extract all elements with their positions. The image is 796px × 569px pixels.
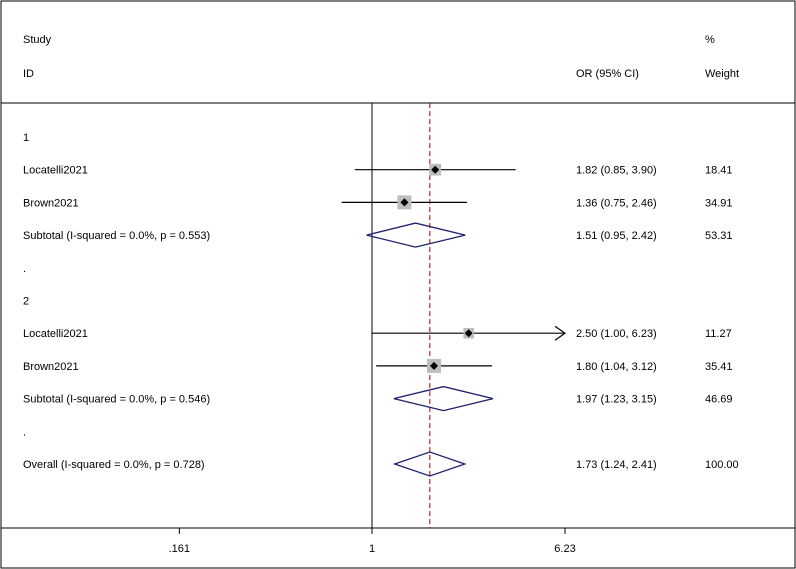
row-study: Locatelli2021 1.82 (0.85, 3.90) 18.41	[23, 163, 733, 177]
weight-text: 35.41	[705, 361, 733, 373]
weight-text: 53.31	[705, 230, 733, 242]
weight-text: 11.27	[705, 328, 732, 340]
header-id: ID	[23, 68, 34, 80]
row-study: Brown2021 1.80 (1.04, 3.12) 35.41	[23, 358, 733, 373]
subtotal-diamond	[366, 222, 466, 248]
study-rows: 1 Locatelli2021 1.82 (0.85, 3.90) 18.41 Brow…	[23, 132, 739, 477]
header-weight: Weight	[705, 68, 739, 80]
x-tick-label: .161	[169, 543, 190, 555]
weight-text: 46.69	[705, 394, 733, 406]
x-tick-label: 1	[369, 543, 375, 555]
ci-arrow	[554, 325, 567, 341]
row-label: .	[23, 263, 26, 275]
point-estimate	[430, 361, 439, 370]
row-spacer: .	[23, 426, 26, 438]
x-axis: .161 1 6.23	[169, 528, 576, 555]
reference-lines	[371, 103, 431, 528]
row-label: Brown2021	[23, 197, 79, 209]
row-label: 2	[23, 296, 29, 308]
point-estimate	[400, 198, 409, 207]
x-tick-label: 6.23	[554, 543, 575, 555]
row-label: Locatelli2021	[23, 165, 88, 177]
point-estimate	[464, 329, 473, 338]
row-label: Subtotal (I-squared = 0.0%, p = 0.546)	[23, 394, 210, 406]
row-group: 1	[23, 132, 29, 144]
header-ci: OR (95% CI)	[576, 68, 639, 80]
row-subtotal: Subtotal (I-squared = 0.0%, p = 0.553) 1.…	[23, 222, 733, 248]
weight-text: 18.41	[705, 165, 733, 177]
subtotal-diamond	[393, 385, 494, 412]
ci-text: 1.36 (0.75, 2.46)	[576, 197, 657, 209]
header-percent: %	[705, 34, 715, 46]
row-study: Locatelli2021 2.50 (1.00, 6.23) 11.27	[23, 325, 732, 341]
header-study: Study	[23, 34, 52, 46]
row-label: Brown2021	[23, 361, 79, 373]
row-study: Brown2021 1.36 (0.75, 2.46) 34.91	[23, 195, 733, 209]
ci-text: 1.73 (1.24, 2.41)	[576, 459, 657, 471]
row-spacer: .	[23, 263, 26, 275]
overall-diamond	[392, 451, 467, 477]
ci-text: 1.82 (0.85, 3.90)	[576, 165, 657, 177]
weight-text: 100.00	[705, 459, 739, 471]
ci-text: 2.50 (1.00, 6.23)	[576, 328, 657, 340]
row-overall: Overall (I-squared = 0.0%, p = 0.728) 1.7…	[23, 451, 739, 477]
row-label: Overall (I-squared = 0.0%, p = 0.728)	[23, 459, 205, 471]
row-label: Locatelli2021	[23, 328, 88, 340]
row-label: Subtotal (I-squared = 0.0%, p = 0.553)	[23, 230, 210, 242]
row-label: .	[23, 426, 26, 438]
ci-text: 1.97 (1.23, 3.15)	[576, 394, 657, 406]
point-estimate	[431, 165, 440, 174]
ci-text: 1.80 (1.04, 3.12)	[576, 361, 657, 373]
weight-text: 34.91	[705, 197, 733, 209]
row-label: 1	[23, 132, 29, 144]
row-subtotal: Subtotal (I-squared = 0.0%, p = 0.546) 1.…	[23, 385, 733, 412]
ci-text: 1.51 (0.95, 2.42)	[576, 230, 657, 242]
row-group: 2	[23, 296, 29, 308]
